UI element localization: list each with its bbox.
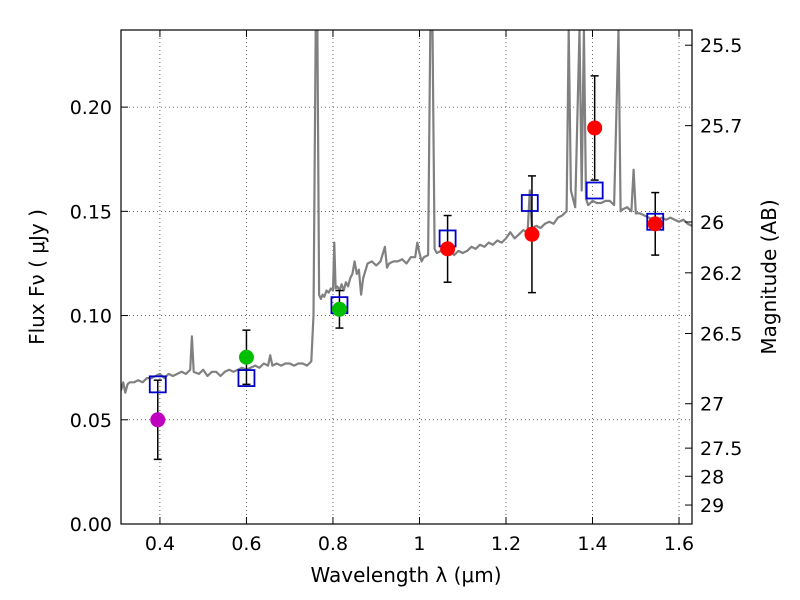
x-tick-label: 1.2 [491,533,521,555]
y2-tick-label: 27 [700,394,724,416]
y2-tick-label: 26.5 [700,323,742,345]
plot-frame [120,29,693,525]
y2-tick-label: 25.5 [700,35,742,57]
y-tick-label: 0.15 [70,201,112,223]
model-photometry-points [148,181,665,394]
x-tick-label: 0.8 [318,533,348,555]
model-point [520,194,539,212]
x-tick-label: 1 [413,533,425,555]
y2-tick-label: 27.5 [700,438,742,460]
y-tick-label: 0.10 [70,306,112,328]
y-axis: 0.00 0.05 0.10 0.15 0.20 [70,97,128,536]
model-point [237,369,256,387]
x-tick-label: 1.4 [577,533,607,555]
observed-point [524,226,540,242]
sed-spectrum-line [121,30,692,394]
x-axis: 0.4 0.6 0.8 1 1.2 1.4 1.6 [145,30,694,555]
x-tick-label: 1.6 [664,533,694,555]
y2-tick-label: 25.7 [700,116,742,138]
observed-point [440,241,456,257]
observed-photometry-points [150,120,663,428]
y-tick-label: 0.00 [70,514,112,536]
observed-point [331,301,347,317]
y2-axis-label: Magnitude (AB) [757,199,781,354]
y2-tick-label: 26 [700,212,724,234]
sed-spectrum-layer [121,30,692,394]
y2-tick-label: 26.2 [700,263,742,285]
model-point [585,181,604,200]
x-axis-label: Wavelength λ (μm) [310,563,501,587]
observed-point [647,216,663,232]
y2-axis: 25.5 25.7 26 26.2 26.5 27 27.5 28 29 [685,35,742,517]
observed-point [150,412,166,428]
x-tick-label: 0.4 [145,533,175,555]
y-tick-label: 0.20 [70,97,112,119]
observed-point [587,120,603,136]
x-tick-label: 0.6 [231,533,261,555]
observed-point [238,349,254,365]
y-axis-label: Flux Fν ( μJy ) [25,209,49,345]
y-tick-label: 0.05 [70,410,112,432]
y2-tick-label: 29 [700,495,724,517]
plot-background [121,30,692,524]
y2-tick-label: 28 [700,466,724,488]
model-point [148,375,167,394]
